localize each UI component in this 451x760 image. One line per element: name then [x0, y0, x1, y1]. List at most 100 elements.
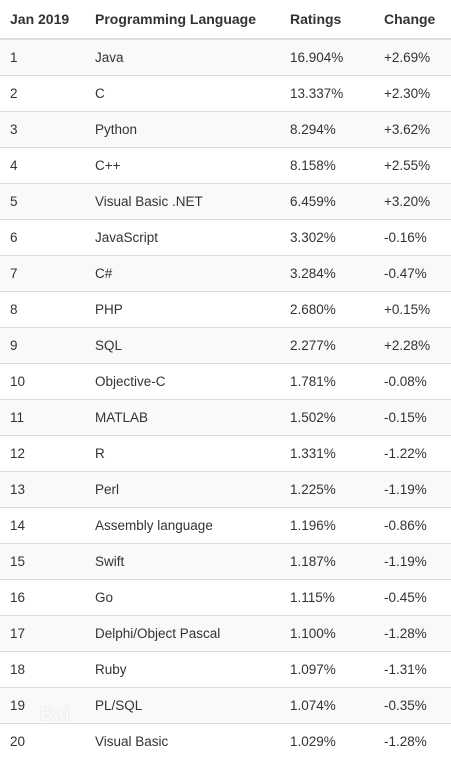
cell-change: -0.08%: [384, 363, 451, 400]
cell-language: Delphi/Object Pascal: [95, 615, 290, 652]
cell-ratings: 1.225%: [290, 471, 384, 508]
cell-rank: 18: [0, 651, 95, 688]
cell-rank: 7: [0, 255, 95, 292]
cell-language: R: [95, 435, 290, 472]
table-row: 17 Delphi/Object Pascal 1.100% -1.28%: [0, 615, 451, 652]
cell-language: Python: [95, 111, 290, 148]
cell-rank: 10: [0, 363, 95, 400]
table-body: 1 Java 16.904% +2.69% 2 C 13.337% +2.30% 3 Python…: [0, 38, 451, 759]
header-change: Change: [384, 0, 451, 40]
table-row: 11 MATLAB 1.502% -0.15%: [0, 399, 451, 436]
cell-language: Visual Basic: [95, 723, 290, 759]
cell-change: -0.47%: [384, 255, 451, 292]
cell-change: -1.19%: [384, 543, 451, 580]
cell-change: +0.15%: [384, 291, 451, 328]
cell-language: Ruby: [95, 651, 290, 688]
cell-language: Objective-C: [95, 363, 290, 400]
cell-rank: 15: [0, 543, 95, 580]
cell-language: Assembly language: [95, 507, 290, 544]
table-row: 4 C++ 8.158% +2.55%: [0, 147, 451, 184]
cell-change: -0.86%: [384, 507, 451, 544]
cell-ratings: 1.097%: [290, 651, 384, 688]
header-rank: Jan 2019: [0, 0, 95, 40]
cell-rank: 3: [0, 111, 95, 148]
cell-change: +2.55%: [384, 147, 451, 184]
cell-rank: 2: [0, 75, 95, 112]
cell-ratings: 8.158%: [290, 147, 384, 184]
cell-change: +2.69%: [384, 38, 451, 76]
cell-change: -1.19%: [384, 471, 451, 508]
cell-change: -1.31%: [384, 651, 451, 688]
cell-rank: 16: [0, 579, 95, 616]
cell-ratings: 1.331%: [290, 435, 384, 472]
cell-ratings: 1.115%: [290, 579, 384, 616]
cell-change: -0.45%: [384, 579, 451, 616]
cell-ratings: 3.284%: [290, 255, 384, 292]
header-ratings: Ratings: [290, 0, 384, 40]
cell-ratings: 16.904%: [290, 38, 384, 76]
cell-language: Perl: [95, 471, 290, 508]
cell-rank: 19: [0, 687, 95, 724]
cell-ratings: 2.680%: [290, 291, 384, 328]
cell-language: C#: [95, 255, 290, 292]
cell-language: Swift: [95, 543, 290, 580]
table-row: 5 Visual Basic .NET 6.459% +3.20%: [0, 183, 451, 220]
cell-language: C: [95, 75, 290, 112]
cell-ratings: 8.294%: [290, 111, 384, 148]
table-row: 14 Assembly language 1.196% -0.86%: [0, 507, 451, 544]
cell-rank: 11: [0, 399, 95, 436]
cell-rank: 5: [0, 183, 95, 220]
cell-rank: 8: [0, 291, 95, 328]
table-row: 9 SQL 2.277% +2.28%: [0, 327, 451, 364]
cell-rank: 6: [0, 219, 95, 256]
cell-change: -1.28%: [384, 723, 451, 759]
cell-ratings: 1.029%: [290, 723, 384, 759]
cell-change: -0.16%: [384, 219, 451, 256]
cell-ratings: 1.074%: [290, 687, 384, 724]
table-row: 2 C 13.337% +2.30%: [0, 75, 451, 112]
cell-rank: 9: [0, 327, 95, 364]
table-row: 16 Go 1.115% -0.45%: [0, 579, 451, 616]
table-row: 12 R 1.331% -1.22%: [0, 435, 451, 472]
cell-ratings: 3.302%: [290, 219, 384, 256]
cell-language: JavaScript: [95, 219, 290, 256]
table-row: 7 C# 3.284% -0.47%: [0, 255, 451, 292]
cell-ratings: 1.100%: [290, 615, 384, 652]
table-row: 18 Ruby 1.097% -1.31%: [0, 651, 451, 688]
cell-change: +3.20%: [384, 183, 451, 220]
cell-ratings: 13.337%: [290, 75, 384, 112]
cell-ratings: 1.502%: [290, 399, 384, 436]
table-row: 6 JavaScript 3.302% -0.16%: [0, 219, 451, 256]
cell-change: +3.62%: [384, 111, 451, 148]
cell-ratings: 2.277%: [290, 327, 384, 364]
table-row: 3 Python 8.294% +3.62%: [0, 111, 451, 148]
cell-rank: 13: [0, 471, 95, 508]
cell-rank: 20: [0, 723, 95, 759]
cell-ratings: 6.459%: [290, 183, 384, 220]
cell-change: -1.28%: [384, 615, 451, 652]
table-header: Jan 2019 Programming Language Ratings Ch…: [0, 0, 451, 40]
cell-ratings: 1.781%: [290, 363, 384, 400]
cell-language: MATLAB: [95, 399, 290, 436]
table-row: 1 Java 16.904% +2.69%: [0, 38, 451, 76]
table-row: 19 PL/SQL 1.074% -0.35%: [0, 687, 451, 724]
cell-ratings: 1.187%: [290, 543, 384, 580]
cell-rank: 12: [0, 435, 95, 472]
cell-rank: 1: [0, 38, 95, 76]
cell-change: -0.15%: [384, 399, 451, 436]
cell-language: Go: [95, 579, 290, 616]
cell-change: -1.22%: [384, 435, 451, 472]
header-row: Jan 2019 Programming Language Ratings Ch…: [0, 0, 451, 40]
cell-change: +2.28%: [384, 327, 451, 364]
cell-language: SQL: [95, 327, 290, 364]
table-row: 13 Perl 1.225% -1.19%: [0, 471, 451, 508]
table-row: 8 PHP 2.680% +0.15%: [0, 291, 451, 328]
cell-language: C++: [95, 147, 290, 184]
cell-change: +2.30%: [384, 75, 451, 112]
table-row: 20 Visual Basic 1.029% -1.28%: [0, 723, 451, 759]
cell-language: Visual Basic .NET: [95, 183, 290, 220]
header-language: Programming Language: [95, 0, 290, 40]
cell-rank: 17: [0, 615, 95, 652]
cell-language: Java: [95, 38, 290, 76]
